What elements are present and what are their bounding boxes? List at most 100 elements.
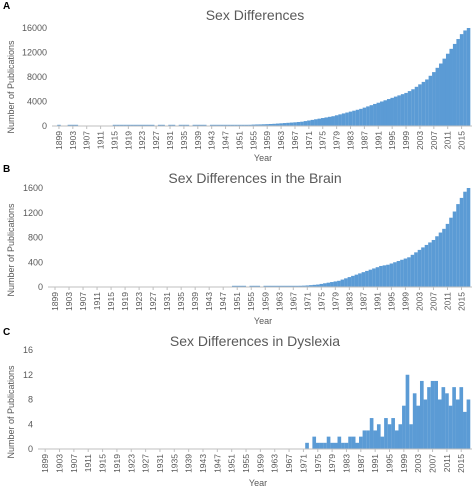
bar [337, 436, 342, 450]
bar [434, 380, 438, 449]
bar [437, 399, 442, 449]
bar [315, 442, 320, 449]
bar [466, 188, 471, 287]
y-tick-label: 1600 [23, 183, 43, 193]
x-tick-label: 1943 [198, 454, 208, 473]
x-tick-label: 1919 [120, 292, 130, 311]
x-tick-label: 2011 [443, 131, 453, 150]
bar [330, 282, 334, 287]
bar [418, 84, 422, 126]
bar [123, 124, 127, 126]
x-tick-label: 1991 [373, 131, 383, 150]
bar [386, 99, 391, 126]
x-tick-label: 1975 [318, 131, 328, 150]
bar [448, 405, 453, 449]
x-tick-label: 1991 [372, 292, 382, 311]
bar [456, 204, 460, 287]
x-tick-label: 1931 [162, 292, 172, 311]
bar [333, 442, 338, 449]
x-tick-label: 2011 [442, 454, 452, 473]
bar [463, 191, 467, 287]
chart-panel-c: C Sex Differences in Dyslexia Number of … [0, 326, 474, 488]
bar [411, 89, 415, 126]
bar [171, 124, 176, 126]
bar [348, 436, 352, 450]
bar [375, 267, 380, 287]
bar [331, 116, 335, 126]
x-tick-label: 1915 [110, 131, 120, 150]
x-tick-label: 1899 [54, 131, 64, 150]
bar [402, 405, 406, 449]
bar [432, 72, 436, 126]
bar [463, 411, 467, 450]
bar [314, 119, 318, 126]
bar [380, 101, 384, 126]
bar [330, 442, 334, 449]
bar [348, 111, 353, 126]
bar [296, 122, 301, 126]
bar [407, 91, 412, 126]
plot-area: 0 4 8 12 16 1899 1903 1907 1911 1915 1919 1923 1927 1… [23, 345, 472, 473]
x-tick-label: 2007 [429, 292, 439, 311]
y-tick-label: 800 [28, 233, 43, 243]
bar [178, 124, 183, 126]
bar [445, 53, 450, 126]
bar [459, 197, 464, 287]
bar [341, 442, 345, 449]
bar [334, 115, 339, 126]
bar [112, 124, 117, 126]
bar [312, 436, 317, 450]
bar [192, 124, 197, 126]
bar [133, 124, 138, 126]
bar [265, 124, 270, 126]
bar [403, 258, 408, 287]
bar [396, 261, 401, 287]
bar [456, 39, 460, 126]
bar [376, 102, 381, 126]
x-tick-label: 1935 [176, 292, 186, 311]
bar [71, 124, 75, 126]
bar [424, 244, 429, 287]
bar [425, 79, 429, 126]
bar [407, 257, 411, 287]
x-tick-label: 1999 [400, 292, 410, 311]
y-tick-label: 1200 [23, 208, 43, 218]
bar [116, 124, 120, 126]
bar [445, 223, 450, 287]
bar [362, 107, 367, 127]
bar [231, 285, 236, 287]
bar [372, 268, 376, 287]
bar [449, 217, 453, 287]
bar [455, 399, 460, 449]
bar [282, 123, 287, 126]
x-tick-label: 2007 [429, 131, 439, 150]
bar [441, 387, 446, 450]
x-tick-label: 1963 [270, 454, 280, 473]
x-tick-label: 1939 [184, 454, 194, 473]
x-tick-label: 1963 [274, 292, 284, 311]
x-tick-label: 1943 [204, 292, 214, 311]
bar [267, 285, 271, 287]
x-tick-label: 1955 [248, 131, 258, 150]
sex-differences-dyslexia-chart: Sex Differences in Dyslexia Number of Pu… [6, 333, 472, 488]
x-tick-label: 1927 [141, 454, 151, 473]
bar [281, 285, 285, 287]
x-tick-label: 1907 [69, 454, 79, 473]
bar [327, 116, 332, 126]
x-tick-label: 2003 [414, 292, 424, 311]
x-tick-label: 1915 [106, 292, 116, 311]
bar [143, 124, 148, 126]
bar [323, 283, 327, 287]
bar [387, 424, 392, 449]
bar [199, 124, 204, 126]
sex-differences-brain-chart: Sex Differences in the Brain Number of P… [6, 170, 472, 326]
sex-differences-chart: Sex Differences Number of Publications Y… [6, 7, 472, 163]
bar [321, 118, 325, 126]
bar [390, 97, 394, 126]
bar [459, 387, 464, 450]
bar [140, 124, 145, 126]
bar [368, 269, 373, 287]
x-tick-label: 1951 [232, 292, 242, 311]
bar [326, 282, 331, 287]
bar [241, 124, 245, 126]
